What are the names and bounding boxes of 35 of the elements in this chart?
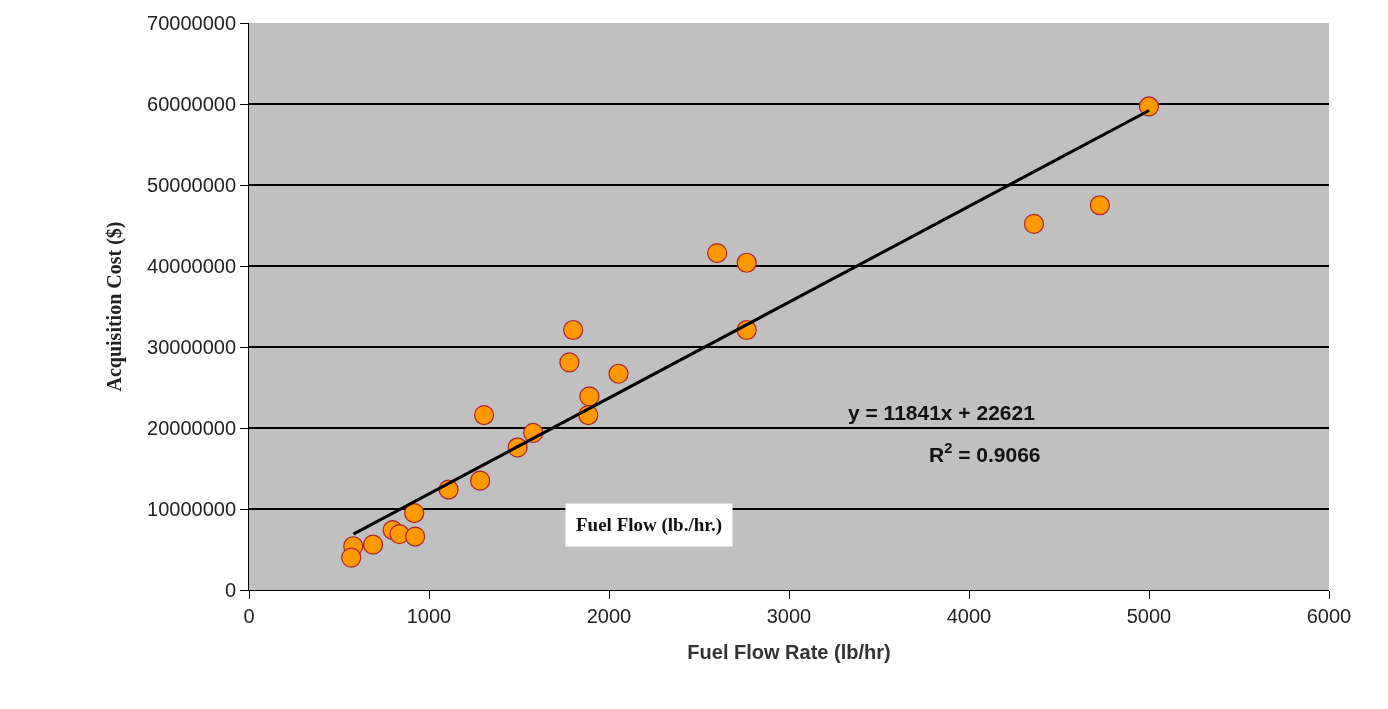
point	[341, 547, 362, 568]
point	[736, 252, 757, 273]
point	[404, 502, 425, 524]
x-tick-label: 5000	[1126, 605, 1172, 627]
point	[473, 404, 495, 426]
x-axis-title: Fuel Flow Rate (lb/hr)	[687, 640, 891, 663]
x-tick-label: 4000	[946, 605, 992, 627]
y-tick-label: 10000000	[147, 498, 236, 520]
point	[1023, 213, 1045, 234]
annotation: Fuel Flow (lb./hr.)	[576, 514, 723, 536]
y-tick-label: 20000000	[147, 417, 236, 439]
x-tick-label: 6000	[1306, 605, 1352, 627]
y-tick-label: 50000000	[147, 174, 236, 196]
point	[405, 526, 426, 547]
point	[362, 534, 384, 555]
y-tick-label: 30000000	[147, 336, 236, 358]
point	[1138, 96, 1160, 117]
x-tick-label: 0	[243, 605, 255, 627]
x-tick-label: 3000	[766, 605, 812, 627]
y-tick-label: 60000000	[147, 93, 236, 115]
point	[579, 386, 600, 407]
x-tick-label: 2000	[586, 605, 632, 627]
annotation: R$^{2}$ = 0.9066	[929, 440, 1041, 466]
point	[1089, 195, 1110, 216]
y-tick-label: 0	[224, 579, 236, 601]
point	[470, 470, 491, 491]
point	[707, 242, 728, 264]
y-tick-label: 40000000	[147, 255, 236, 277]
y-tick-label: 70000000	[147, 12, 236, 34]
point	[559, 352, 580, 373]
annotation: y = 11841x + 22621	[848, 401, 1036, 424]
point	[563, 319, 584, 341]
y-axis-title: Acquisition Cost ($)	[102, 221, 126, 392]
x-tick-label: 1000	[406, 605, 452, 627]
point	[608, 363, 629, 384]
